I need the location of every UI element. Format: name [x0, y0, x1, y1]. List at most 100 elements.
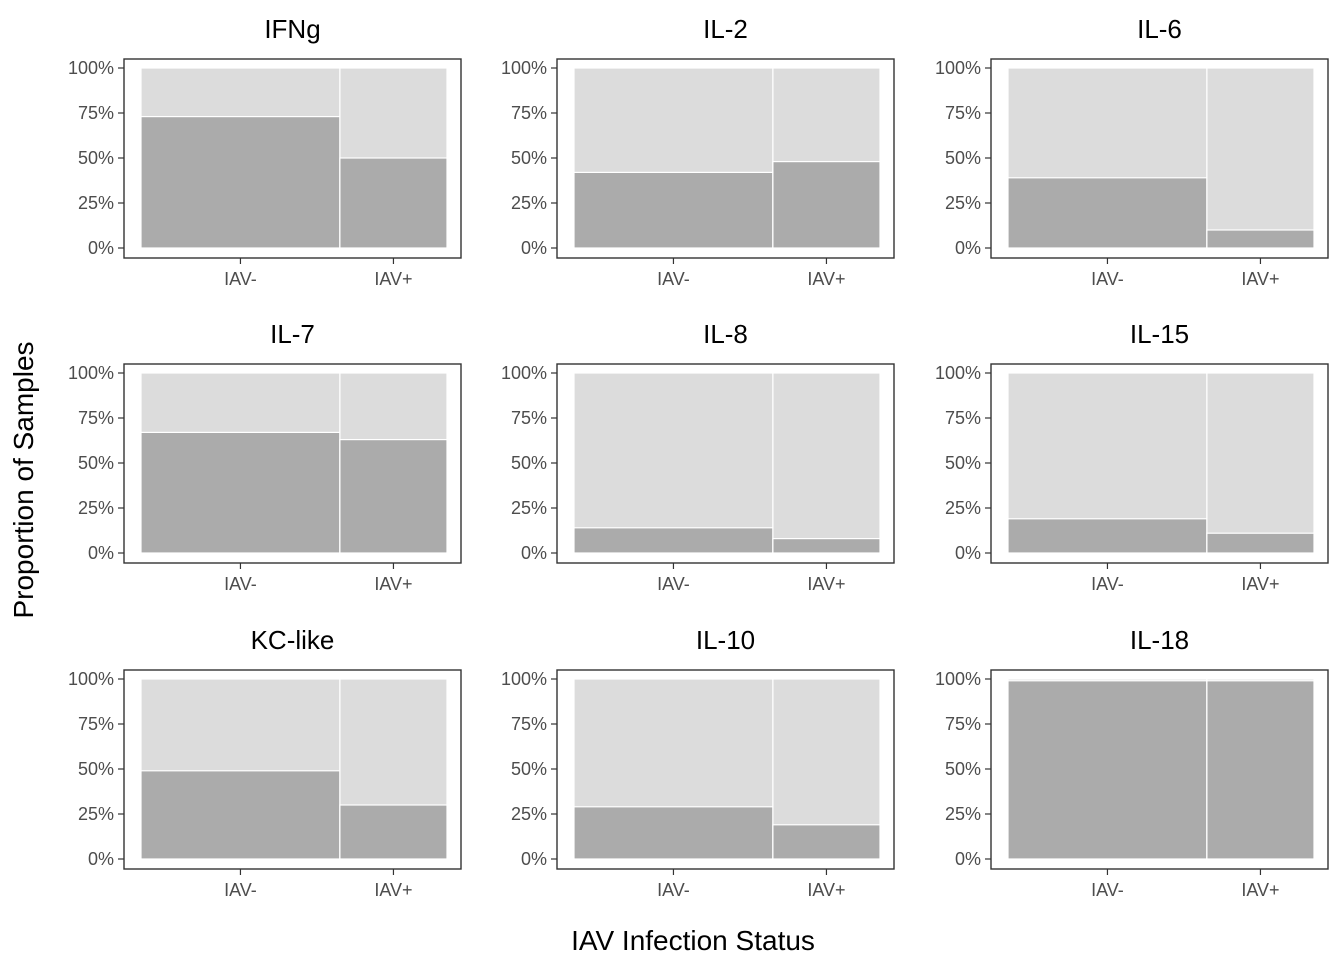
- y-tick-label: 50%: [511, 759, 547, 779]
- y-tick-label: 100%: [68, 363, 114, 383]
- panel-border: [990, 669, 1329, 870]
- y-tick-label: 100%: [501, 669, 547, 689]
- x-tick-label: IAV+: [374, 269, 412, 289]
- y-tick-label: 75%: [511, 714, 547, 734]
- bar-positive-iav-neg: [1007, 177, 1208, 249]
- bar-positive-iav-neg: [573, 527, 774, 554]
- y-tick-label: 75%: [78, 103, 114, 123]
- panel-kc-like: KC-like IAV- IAV+ 0% 25% 50% 75% 100%: [68, 625, 462, 900]
- bar-positive-iav-neg: [140, 115, 341, 249]
- bar-positive-iav-pos: [772, 161, 881, 249]
- y-tick-label: 75%: [78, 714, 114, 734]
- bar-positive-iav-pos: [339, 439, 448, 554]
- panel-border: [556, 669, 895, 870]
- panel-border: [556, 363, 895, 564]
- x-tick-label: IAV-: [224, 880, 257, 900]
- bar-negative-iav-pos: [772, 372, 881, 554]
- y-tick-label: 0%: [88, 543, 114, 563]
- y-tick-label: 100%: [501, 363, 547, 383]
- y-tick-label: 0%: [88, 238, 114, 258]
- panel-border: [990, 363, 1329, 564]
- panel-title: IL-15: [1130, 319, 1189, 349]
- panel-border: [123, 58, 462, 259]
- y-tick-label: 0%: [955, 543, 981, 563]
- panel-il-8: IL-8 IAV- IAV+ 0% 25% 50% 75% 100%: [501, 319, 895, 594]
- y-tick-label: 25%: [945, 804, 981, 824]
- y-tick-label: 25%: [945, 193, 981, 213]
- panel-il-10: IL-10 IAV- IAV+ 0% 25% 50% 75% 100%: [501, 625, 895, 900]
- bar-positive-iav-pos: [1206, 229, 1315, 249]
- y-tick-label: 25%: [78, 193, 114, 213]
- bar-positive-iav-neg: [1007, 680, 1208, 860]
- y-tick-label: 50%: [78, 759, 114, 779]
- x-tick-label: IAV-: [1091, 269, 1124, 289]
- y-tick-label: 75%: [945, 408, 981, 428]
- bar-positive-iav-neg: [140, 431, 341, 554]
- x-tick-label: IAV+: [1241, 269, 1279, 289]
- panels-group: IFNg IAV- IAV+ 0% 25% 50% 75% 100% IL-2 IAV- IAV+ 0…: [68, 14, 1329, 900]
- panel-ifng: IFNg IAV- IAV+ 0% 25% 50% 75% 100%: [68, 14, 462, 289]
- panel-border: [556, 58, 895, 259]
- x-tick-label: IAV-: [657, 269, 690, 289]
- panel-title: IL-7: [270, 319, 315, 349]
- x-tick-label: IAV-: [1091, 574, 1124, 594]
- x-tick-label: IAV+: [807, 574, 845, 594]
- y-tick-label: 0%: [521, 849, 547, 869]
- y-tick-label: 25%: [511, 193, 547, 213]
- y-tick-label: 50%: [511, 453, 547, 473]
- panel-title: IL-2: [703, 14, 748, 44]
- panel-title: KC-like: [251, 625, 335, 655]
- bar-positive-iav-pos: [339, 157, 448, 249]
- panel-title: IL-10: [696, 625, 755, 655]
- x-tick-label: IAV-: [224, 269, 257, 289]
- y-tick-label: 50%: [78, 148, 114, 168]
- y-tick-label: 50%: [945, 759, 981, 779]
- bar-negative-iav-neg: [573, 372, 774, 554]
- y-tick-label: 75%: [945, 714, 981, 734]
- y-tick-label: 75%: [511, 103, 547, 123]
- panel-il-18: IL-18 IAV- IAV+ 0% 25% 50% 75% 100%: [935, 625, 1329, 900]
- bar-positive-iav-neg: [573, 806, 774, 860]
- y-tick-label: 25%: [945, 498, 981, 518]
- x-tick-label: IAV-: [657, 880, 690, 900]
- panel-border: [990, 58, 1329, 259]
- bar-positive-iav-neg: [573, 171, 774, 249]
- x-tick-label: IAV-: [224, 574, 257, 594]
- y-tick-label: 0%: [88, 849, 114, 869]
- panel-il-2: IL-2 IAV- IAV+ 0% 25% 50% 75% 100%: [501, 14, 895, 289]
- x-tick-label: IAV+: [807, 269, 845, 289]
- y-tick-label: 100%: [935, 58, 981, 78]
- x-tick-label: IAV+: [374, 880, 412, 900]
- y-tick-label: 50%: [945, 453, 981, 473]
- y-tick-label: 50%: [78, 453, 114, 473]
- bar-positive-iav-pos: [1206, 532, 1315, 554]
- x-tick-label: IAV+: [1241, 880, 1279, 900]
- y-tick-label: 75%: [511, 408, 547, 428]
- y-tick-label: 25%: [78, 804, 114, 824]
- x-tick-label: IAV-: [657, 574, 690, 594]
- panel-border: [123, 363, 462, 564]
- y-tick-label: 75%: [78, 408, 114, 428]
- y-tick-label: 0%: [955, 849, 981, 869]
- y-tick-label: 100%: [68, 58, 114, 78]
- panel-title: IL-6: [1137, 14, 1182, 44]
- bar-positive-iav-pos: [772, 537, 881, 554]
- y-tick-label: 100%: [935, 363, 981, 383]
- panel-title: IL-8: [703, 319, 748, 349]
- x-tick-label: IAV+: [807, 880, 845, 900]
- y-tick-label: 75%: [945, 103, 981, 123]
- y-tick-label: 25%: [511, 804, 547, 824]
- y-tick-label: 100%: [68, 669, 114, 689]
- panel-title: IL-18: [1130, 625, 1189, 655]
- panel-border: [123, 669, 462, 870]
- bar-positive-iav-pos: [1206, 680, 1315, 860]
- y-tick-label: 50%: [945, 148, 981, 168]
- y-tick-label: 50%: [511, 148, 547, 168]
- y-tick-label: 25%: [511, 498, 547, 518]
- bar-negative-iav-pos: [1206, 67, 1315, 249]
- y-tick-label: 0%: [955, 238, 981, 258]
- panel-il-6: IL-6 IAV- IAV+ 0% 25% 50% 75% 100%: [935, 14, 1329, 289]
- x-tick-label: IAV+: [374, 574, 412, 594]
- y-tick-label: 100%: [935, 669, 981, 689]
